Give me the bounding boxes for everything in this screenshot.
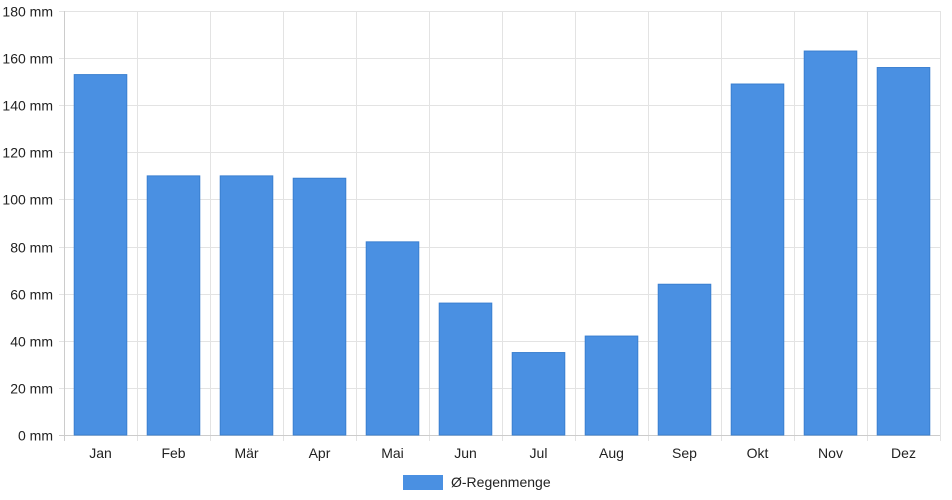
x-tick-label: Apr xyxy=(309,445,331,461)
bar-aug[interactable] xyxy=(584,335,639,436)
bar-mär[interactable] xyxy=(219,175,274,436)
bars xyxy=(73,50,931,436)
x-tick-label: Jun xyxy=(454,445,477,461)
bar-sep[interactable] xyxy=(657,283,712,436)
y-tick-label: 0 mm xyxy=(18,428,53,444)
x-tick-label: Aug xyxy=(599,445,624,461)
x-tick-label: Jul xyxy=(530,445,548,461)
y-tick-label: 180 mm xyxy=(2,4,53,20)
legend[interactable]: Ø-Regenmenge xyxy=(403,472,551,492)
x-axis-ticks: Jan Feb Mär Apr Mai Jun Jul Aug Sep Okt Nov Dez xyxy=(89,445,916,461)
grid-lines xyxy=(59,11,941,441)
y-tick-label: 80 mm xyxy=(10,240,53,256)
y-tick-label: 20 mm xyxy=(10,381,53,397)
x-tick-label: Okt xyxy=(747,445,769,461)
y-tick-label: 140 mm xyxy=(2,98,53,114)
x-tick-label: Mär xyxy=(234,445,258,461)
y-tick-label: 60 mm xyxy=(10,287,53,303)
bar-jun[interactable] xyxy=(438,302,493,436)
bar-dez[interactable] xyxy=(876,67,931,436)
y-tick-label: 100 mm xyxy=(2,192,53,208)
x-tick-label: Mai xyxy=(381,445,404,461)
bar-okt[interactable] xyxy=(730,83,785,436)
y-tick-label: 40 mm xyxy=(10,334,53,350)
bar-feb[interactable] xyxy=(146,175,201,436)
bar-jul[interactable] xyxy=(511,352,566,436)
x-tick-label: Feb xyxy=(161,445,185,461)
legend-swatch xyxy=(403,474,443,490)
x-tick-label: Dez xyxy=(891,445,916,461)
y-tick-label: 120 mm xyxy=(2,145,53,161)
bar-nov[interactable] xyxy=(803,50,858,436)
y-tick-label: 160 mm xyxy=(2,51,53,67)
y-axis-ticks: 0 mm 20 mm 40 mm 60 mm 80 mm 100 mm 120 mm 140 … xyxy=(2,4,53,444)
legend-label: Ø-Regenmenge xyxy=(451,474,551,490)
bar-apr[interactable] xyxy=(292,177,347,436)
x-tick-label: Sep xyxy=(672,445,697,461)
bar-jan[interactable] xyxy=(73,74,128,436)
bar-mai[interactable] xyxy=(365,241,420,436)
x-tick-label: Nov xyxy=(818,445,843,461)
x-tick-label: Jan xyxy=(89,445,112,461)
